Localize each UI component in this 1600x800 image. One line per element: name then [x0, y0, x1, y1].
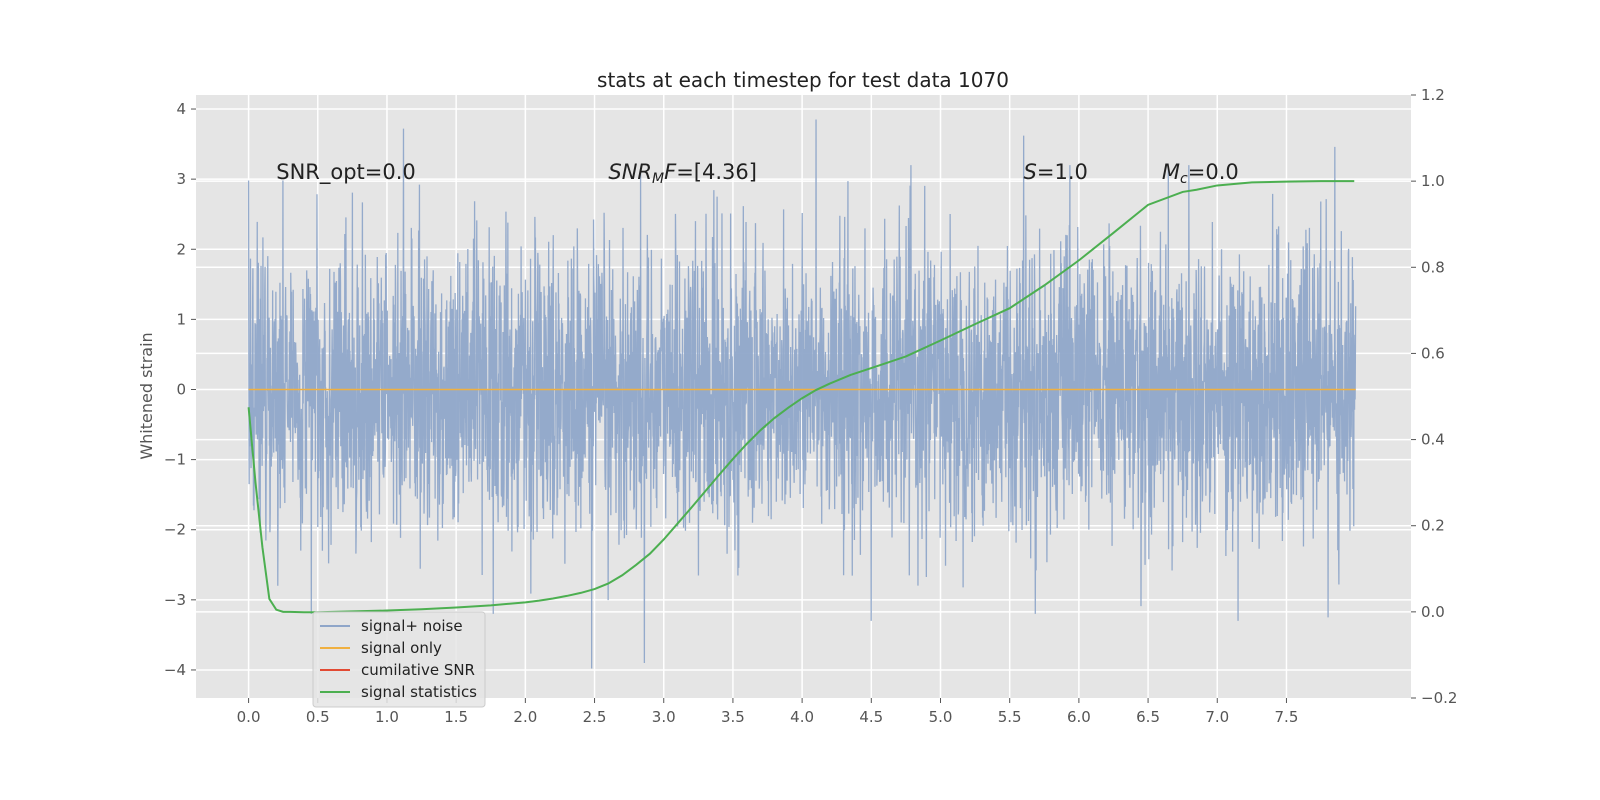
x-tick-label: 0.0: [237, 708, 261, 726]
annotations: SNR_opt=0.0 SNRMF=[4.36] S=1.0 Mc=0.0: [276, 160, 1238, 187]
x-tick-label: 2.5: [583, 708, 607, 726]
legend-label: signal statistics: [361, 683, 477, 701]
x-tick-label: 6.5: [1136, 708, 1160, 726]
annotation-0: SNR_opt=0.0: [276, 160, 416, 185]
x-tick-label: 4.5: [859, 708, 883, 726]
x-tick-label: 0.5: [306, 708, 330, 726]
x-tick-label: 2.0: [513, 708, 537, 726]
x-tick-label: 6.0: [1067, 708, 1091, 726]
x-tick-label: 7.5: [1275, 708, 1299, 726]
y-tick-label: −3: [164, 591, 186, 609]
y2-tick-label: 0.0: [1421, 603, 1445, 621]
x-tick-label: 3.0: [652, 708, 676, 726]
x-axis: 0.0 0.5 1.0 1.5 2.0 2.5 3.0 3.5 4.0 4.5 5.0 5.5 6.0 6…: [237, 698, 1299, 726]
legend-label: signal only: [361, 639, 442, 657]
y-tick-label: 3: [176, 170, 186, 188]
annotation-3: Mc=0.0: [1162, 160, 1239, 187]
y2-tick-label: 1.2: [1421, 86, 1445, 104]
y-tick-label: 4: [176, 100, 186, 118]
x-tick-label: 7.0: [1205, 708, 1229, 726]
y-tick-label: 2: [176, 240, 186, 258]
x-tick-label: 1.0: [375, 708, 399, 726]
y2-tick-label: −0.2: [1421, 689, 1457, 707]
y2-tick-label: 0.6: [1421, 344, 1445, 362]
y-axis-label: Whitened strain: [137, 332, 156, 459]
y-tick-label: 0: [176, 380, 186, 398]
y-tick-label: −1: [164, 451, 186, 469]
x-tick-label: 1.5: [444, 708, 468, 726]
y-axis-left: −4 −3 −2 −1 0 1 2 3 4: [164, 100, 196, 679]
x-tick-label: 4.0: [790, 708, 814, 726]
annotation-1: SNRMF=[4.36]: [608, 160, 757, 187]
y2-tick-label: 0.2: [1421, 517, 1445, 535]
legend-box: [312, 611, 486, 708]
y2-tick-label: 0.4: [1421, 431, 1445, 449]
y-tick-label: −2: [164, 521, 186, 539]
legend-label: cumilative SNR: [361, 661, 475, 679]
y2-tick-label: 1.0: [1421, 172, 1445, 190]
legend-label: signal+ noise: [361, 617, 463, 635]
x-tick-label: 5.0: [929, 708, 953, 726]
y-axis-right: −0.2 0.0 0.2 0.4 0.6 0.8 1.0 1.2: [1411, 86, 1457, 707]
y-tick-label: −4: [164, 661, 186, 679]
chart-title: stats at each timestep for test data 107…: [597, 68, 1009, 92]
x-tick-label: 5.5: [998, 708, 1022, 726]
y-tick-label: 1: [176, 310, 186, 328]
legend: signal+ noise signal only cumilative SNR si…: [312, 611, 486, 708]
x-tick-label: 3.5: [721, 708, 745, 726]
y2-tick-label: 0.8: [1421, 258, 1445, 276]
annotation-2: S=1.0: [1024, 160, 1088, 184]
